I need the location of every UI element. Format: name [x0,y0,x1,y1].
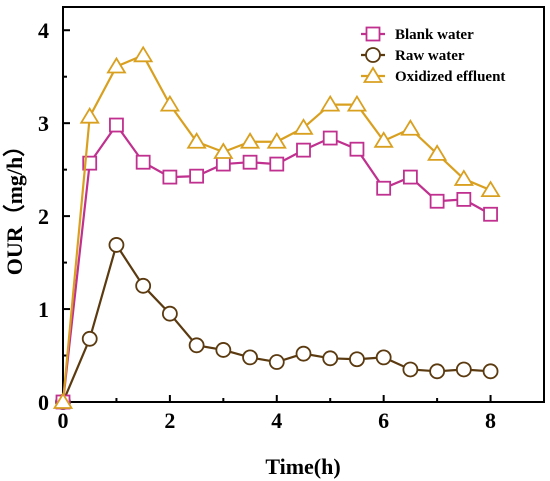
data-point [215,156,231,172]
legend-label: Oxidized effluent [395,69,505,85]
data-point [109,117,124,133]
data-point [349,141,365,157]
data-point [480,180,501,197]
data-point [295,345,312,362]
legend-marker [365,47,381,63]
x-tick-label: 0 [58,408,69,433]
legend-marker [362,66,384,83]
series-raw-water [55,237,499,410]
data-point [320,94,341,112]
legend-marker [365,26,381,42]
data-point [453,169,474,186]
data-point [266,132,287,149]
data-point [215,342,232,358]
data-point [81,330,98,347]
data-point [346,94,368,112]
data-point [239,132,261,149]
data-point [296,142,311,158]
data-point [349,351,365,368]
data-point [400,119,421,136]
y-tick-label: 0 [38,390,49,415]
x-tick-label: 2 [164,408,175,433]
data-point [108,237,125,253]
legend-label: Blank water [395,27,474,43]
legend-label: Raw water [395,48,465,64]
data-point [482,363,499,380]
data-point [322,130,338,146]
data-point [135,154,151,170]
y-tick-label: 3 [38,111,49,136]
data-point [161,305,178,322]
x-tick-label: 8 [485,408,496,433]
y-tick-label: 2 [38,204,49,229]
data-point [269,156,285,172]
data-point [79,106,100,124]
data-point [162,169,178,185]
y-tick-label: 1 [38,297,49,322]
data-point [375,349,392,366]
data-point [213,142,234,159]
legend: Blank water Raw water Oxidized effluent [361,26,505,85]
data-point [402,361,419,378]
data-point [427,144,448,161]
series-line [61,242,491,403]
data-point [483,206,498,222]
data-point [402,169,418,185]
data-point [429,193,445,209]
x-axis-title: Time(h) [265,454,340,479]
series-layer [52,45,501,410]
y-tick-label: 4 [38,18,49,43]
data-point [242,154,258,170]
x-tick-label: 6 [378,408,389,433]
series-blank-water [55,117,498,410]
data-point [455,361,472,378]
data-point [376,180,392,196]
plot-frame [62,6,545,403]
data-point [159,94,180,112]
data-point [135,277,152,294]
series-line [61,53,491,403]
data-point [456,191,472,207]
data-point [133,45,154,63]
data-point [188,337,205,354]
y-axis-title: OUR（mg/h） [2,135,27,276]
data-point [429,363,446,380]
x-tick-label: 4 [271,408,282,433]
data-point [186,132,207,149]
data-point [268,354,285,370]
data-point [52,392,74,409]
data-point [373,131,394,148]
data-point [189,168,205,184]
series-oxidized-effluent [52,45,501,409]
data-point [293,118,314,135]
data-point [322,350,339,367]
data-point [242,349,258,366]
data-point [106,56,127,74]
